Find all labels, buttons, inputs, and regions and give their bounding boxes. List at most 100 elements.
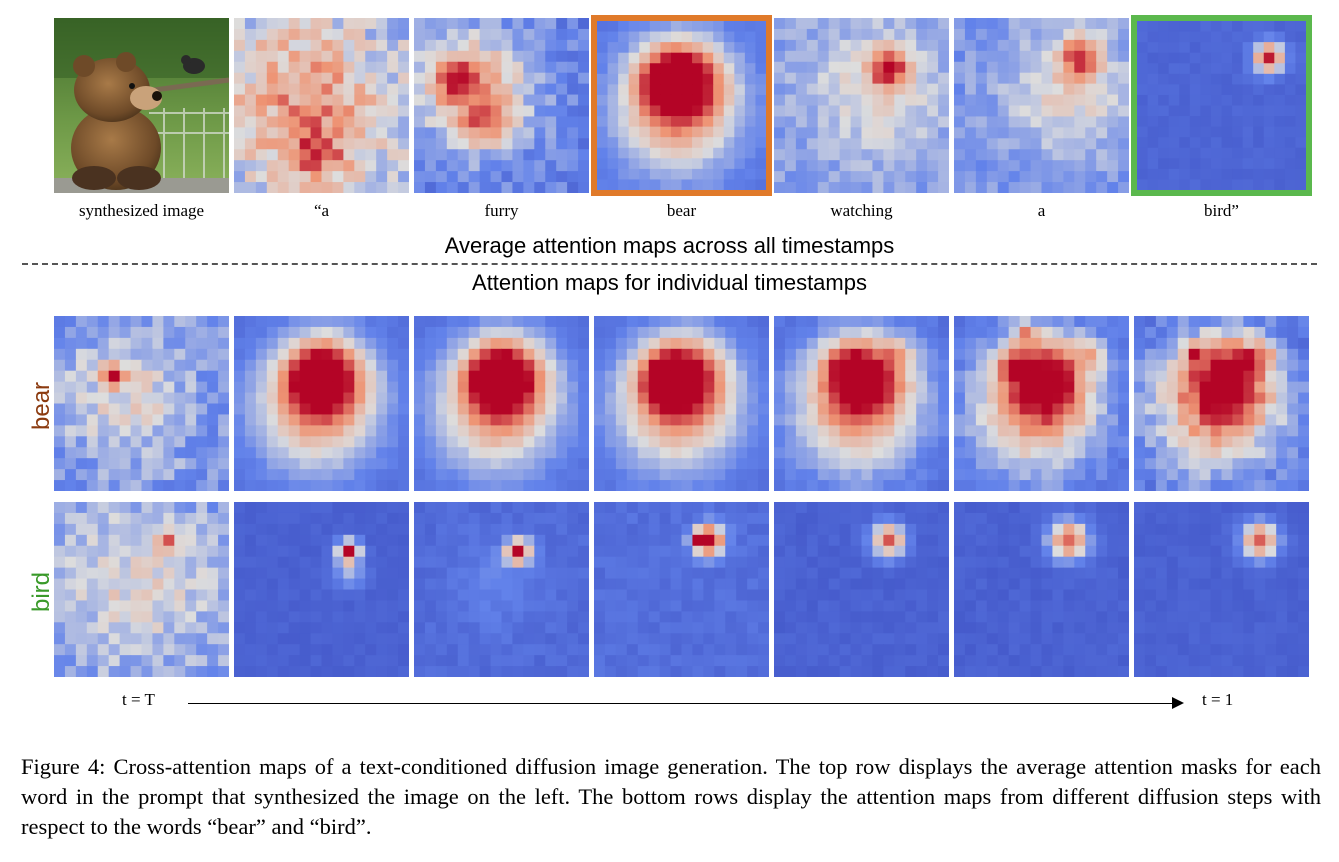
heatmap-cell (795, 458, 808, 470)
heatmap-cell (1096, 545, 1108, 558)
heatmap-cell (1232, 512, 1244, 525)
heatmap-cell (108, 666, 121, 677)
heatmap-cell (997, 381, 1010, 394)
heatmap-cell (332, 512, 344, 525)
heatmap-cell (468, 72, 481, 85)
heatmap-cell (354, 425, 366, 437)
heatmap-cell (1242, 21, 1254, 33)
heatmap-cell (130, 348, 143, 361)
heatmap-cell (1263, 63, 1275, 75)
heatmap-cell (927, 502, 939, 514)
heatmap-cell (964, 502, 977, 514)
heatmap-cell (310, 370, 323, 383)
heatmap-cell (266, 633, 279, 645)
heatmap-cell (850, 160, 863, 172)
heatmap-cell (1276, 414, 1288, 426)
heatmap-cell (468, 94, 481, 107)
heatmap-cell (725, 414, 737, 426)
word-label-watching: watching (830, 201, 893, 220)
heatmap-cell (1074, 589, 1086, 602)
heatmap-cell (1265, 414, 1277, 426)
heatmap-cell (828, 381, 841, 394)
heatmap-cell (1179, 94, 1191, 107)
heatmap-cell (97, 458, 110, 470)
heatmap-cell (152, 534, 164, 547)
heatmap-cell (398, 39, 409, 52)
heatmap-cell (839, 502, 852, 514)
heatmap-cell (299, 425, 312, 437)
heatmap-cell (938, 534, 949, 547)
heatmap-cell (1063, 414, 1075, 426)
heatmap-cell (501, 316, 514, 328)
heatmap-cell (597, 105, 609, 117)
heatmap-cell (839, 39, 852, 52)
heatmap-cell (354, 622, 366, 634)
heatmap-cell (578, 381, 589, 394)
heatmap-cell (894, 447, 906, 459)
heatmap-cell (130, 480, 143, 491)
heatmap-cell (938, 326, 949, 339)
heatmap-cell (376, 326, 388, 339)
heatmap-cell (97, 556, 110, 569)
heatmap-cell (784, 447, 797, 459)
heatmap-cell (1221, 458, 1234, 470)
heatmap-cell (692, 84, 704, 96)
heatmap-cell (681, 458, 694, 470)
heatmap-cell (681, 316, 694, 328)
heatmap-cell (615, 337, 628, 350)
heatmap-cell (1298, 381, 1309, 394)
heatmap-cell (1041, 116, 1054, 128)
heatmap-cell (1287, 534, 1299, 547)
heatmap-cell (1041, 545, 1054, 558)
heatmap-cell (1008, 611, 1021, 623)
heatmap-cell (288, 138, 301, 150)
heatmap-cell (119, 556, 132, 569)
heatmap-cell (365, 403, 377, 416)
heatmap-cell (1030, 600, 1043, 612)
heatmap-cell (872, 61, 884, 74)
heatmap-cell (1189, 42, 1201, 54)
heatmap-cell (578, 600, 589, 612)
heatmap-cell (604, 359, 617, 372)
heatmap-cell (468, 523, 481, 536)
heatmap-cell (207, 567, 219, 580)
heatmap-cell (1144, 381, 1157, 394)
heatmap-cell (479, 600, 492, 612)
heatmap-cell (218, 633, 229, 645)
heatmap-cell (713, 73, 725, 85)
heatmap-cell (218, 556, 229, 569)
heatmap-cell (1155, 567, 1168, 580)
heatmap-cell (1008, 534, 1021, 547)
heatmap-cell (1147, 168, 1159, 181)
heatmap-cell (141, 534, 154, 547)
heatmap-cell (905, 512, 917, 525)
heatmap-cell (681, 425, 694, 437)
heatmap-cell (185, 589, 197, 602)
heatmap-cell (1295, 137, 1306, 149)
heatmap-cell (597, 84, 609, 96)
heatmap-cell (670, 458, 683, 470)
heatmap-cell (354, 105, 366, 118)
heatmap-cell (1096, 600, 1108, 612)
heatmap-cell (141, 480, 154, 491)
heatmap-cell (108, 523, 121, 536)
heatmap-cell (964, 116, 977, 128)
heatmap-cell (1263, 84, 1275, 96)
heatmap-cell (446, 138, 459, 150)
heatmap-cell (594, 316, 606, 328)
heatmap-cell (255, 149, 268, 161)
heatmap-cell (479, 116, 492, 128)
heatmap-cell (850, 348, 863, 361)
heatmap-cell (594, 600, 606, 612)
heatmap-cell (299, 633, 312, 645)
heatmap-cell (534, 578, 546, 591)
heatmap-cell (435, 50, 448, 63)
heatmap-cell (424, 545, 437, 558)
heatmap-cell (446, 403, 459, 416)
heatmap-cell (639, 31, 651, 43)
heatmap-cell (1134, 326, 1146, 339)
heatmap-cell (1096, 316, 1108, 328)
heatmap-cell (266, 50, 279, 63)
heatmap-cell (512, 28, 524, 41)
heatmap-cell (534, 105, 546, 118)
